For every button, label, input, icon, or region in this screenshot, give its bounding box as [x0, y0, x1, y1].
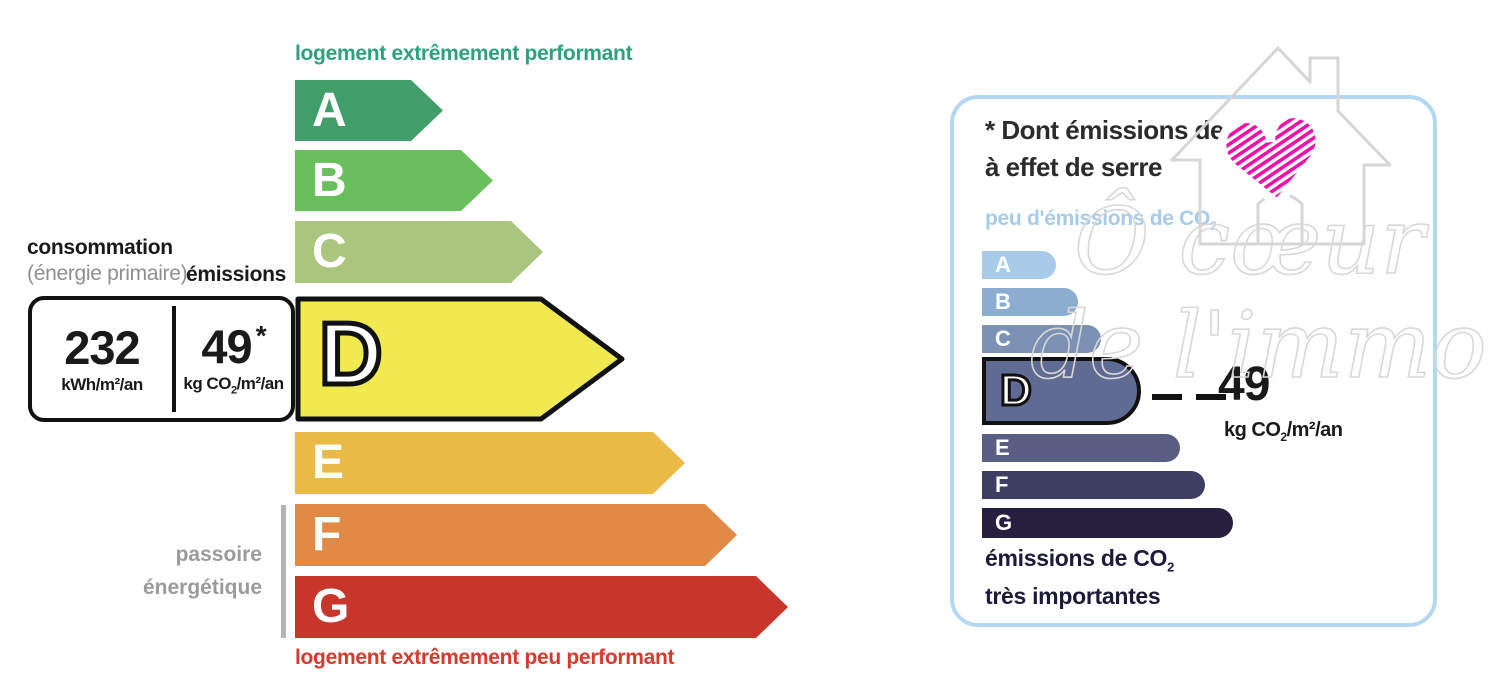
consumption-sublabel: (énergie primaire)	[27, 262, 188, 285]
co2-class-row-e: E	[982, 434, 1180, 462]
energy-class-row-g: G	[295, 576, 788, 638]
value-box: 232 kWh/m²/an 49 * kg CO2/m²/an	[28, 296, 295, 422]
co2-unit: kg CO2/m²/an	[183, 373, 285, 397]
energy-class-letter-f: F	[312, 508, 342, 561]
low-emissions-label: peu d'émissions de CO2	[985, 207, 1217, 234]
high-emissions-label-line1: émissions de CO2	[985, 545, 1174, 575]
energy-class-row-e: E	[295, 432, 685, 494]
energy-class-letter-e: E	[312, 436, 345, 489]
energy-class-row-a: A	[295, 80, 443, 141]
co2-class-row-g: G	[982, 508, 1233, 538]
co2-value-cell: 49 * kg CO2/m²/an	[176, 300, 291, 418]
energy-value-cell: 232 kWh/m²/an	[32, 300, 172, 418]
energy-unit: kWh/m²/an	[61, 374, 143, 394]
co2-asterisk: *	[255, 319, 267, 351]
low-emissions-label-text: peu d'émissions de CO	[985, 207, 1211, 230]
emissions-label: émissions	[186, 263, 287, 286]
energy-sieve-label-line2: énergétique	[142, 576, 262, 599]
co2-panel-unit-sub: 2	[1280, 430, 1287, 444]
energy-value: 232	[64, 320, 140, 374]
co2-class-letter-a: A	[995, 252, 1011, 277]
co2-class-row-f: F	[982, 471, 1205, 499]
co2-class-letter-g: G	[995, 510, 1013, 535]
energy-class-letter-g: G	[312, 580, 350, 633]
panel-title-line1: * Dont émissions de gaz	[985, 115, 1273, 145]
co2-unit-prefix: kg CO	[183, 373, 231, 393]
co2-class-row-c: C	[982, 325, 1101, 353]
energy-class-row-f: F	[295, 504, 737, 566]
co2-emissions-panel: * Dont émissions de gaz à effet de serre…	[950, 95, 1437, 627]
co2-class-letter-f: F	[995, 472, 1009, 497]
high-emissions-sub: 2	[1167, 559, 1175, 575]
high-emissions-text: émissions de CO	[985, 545, 1168, 571]
bottom-performance-label: logement extrêmement peu performant	[295, 646, 675, 669]
co2-unit-suffix: /m²/an	[236, 373, 285, 393]
low-emissions-label-sub: 2	[1210, 219, 1217, 234]
co2-class-row-a: A	[982, 251, 1056, 279]
co2-unit-sub: 2	[230, 384, 237, 397]
co2-class-letter-c: C	[995, 326, 1011, 351]
energy-class-letter-a: A	[312, 83, 347, 137]
co2-panel-unit-suffix: /m²/an	[1286, 419, 1343, 441]
value-callout-dash	[1152, 394, 1228, 400]
energy-class-letter-b: B	[312, 153, 347, 207]
value-box-divider	[172, 306, 176, 412]
co2-class-letter-b: B	[995, 289, 1011, 314]
energy-sieve-bracket	[281, 505, 286, 638]
co2-class-letter-d: D	[999, 366, 1034, 415]
co2-value-number: 49	[201, 319, 252, 373]
co2-value: 49 *	[201, 319, 267, 373]
energy-class-letter-d: D	[317, 304, 386, 403]
energy-class-row-b: B	[295, 150, 493, 211]
selected-arrow-shape	[295, 296, 625, 422]
energy-sieve-label-line1: passoire	[175, 543, 262, 566]
consumption-label: consommation	[27, 236, 173, 259]
co2-panel-unit-prefix: kg CO	[1224, 419, 1281, 441]
co2-panel-value: 49	[1218, 358, 1270, 411]
energy-class-letter-c: C	[312, 225, 347, 278]
co2-panel-unit: kg CO2/m²/an	[1224, 419, 1343, 444]
co2-class-row-d-selected: D	[982, 357, 1141, 425]
co2-class-row-b: B	[982, 288, 1078, 316]
energy-class-row-c: C	[295, 221, 543, 283]
high-emissions-label-line2: très importantes	[985, 583, 1161, 609]
co2-class-letter-e: E	[995, 435, 1010, 460]
top-performance-label: logement extrêmement performant	[295, 42, 633, 65]
energy-class-row-d-selected: D	[295, 296, 625, 422]
panel-title-line2: à effet de serre	[985, 152, 1162, 182]
energy-sieve-label: passoire énergétique	[60, 538, 262, 604]
